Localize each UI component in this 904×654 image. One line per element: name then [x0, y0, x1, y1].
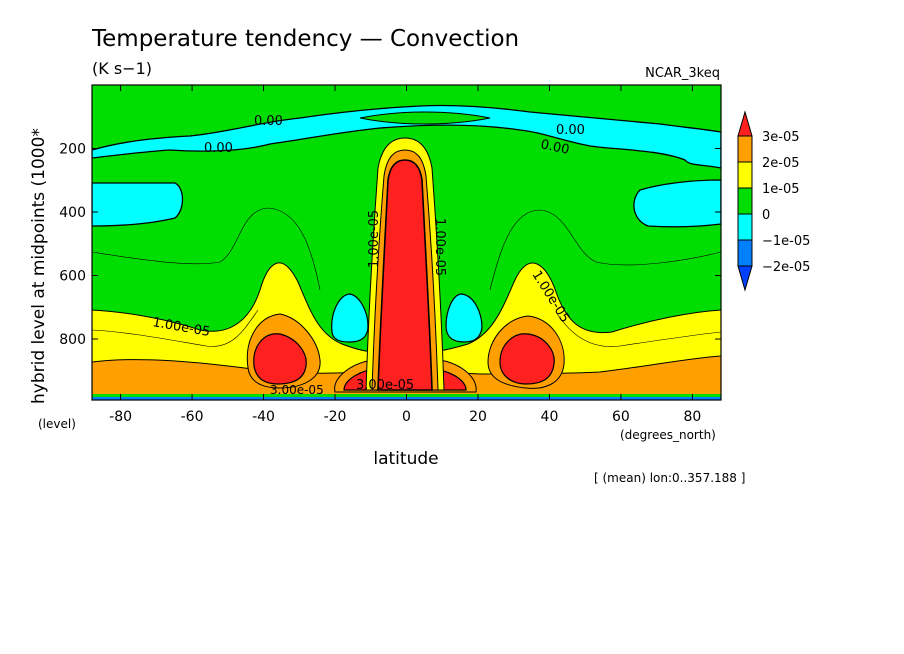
- contour-loop-left: [92, 207, 321, 291]
- y-tick-label: 200: [59, 142, 86, 158]
- x-tick-label: -60: [181, 409, 204, 425]
- colorbar-label: 0: [762, 208, 770, 223]
- contour-label: 0.00: [204, 141, 233, 156]
- averaging-note: [ (mean) lon:0..357.188 ]: [594, 471, 745, 485]
- y-tick-label: 600: [59, 269, 86, 285]
- y-axis-label: hybrid level at midpoints (1000*: [29, 128, 49, 404]
- negative-pocket-right: [445, 293, 483, 343]
- contour-label: 0.00: [254, 114, 283, 129]
- units-label: (K s−1): [92, 59, 152, 78]
- negative-pocket-left: [331, 293, 369, 343]
- colorbar-segment: [737, 213, 753, 241]
- colorbar-segment: [737, 239, 753, 267]
- y-axis: 200 400 600 800: [59, 142, 721, 348]
- contour-label: 0.00: [556, 123, 585, 138]
- contour-label: 3.00e-05: [356, 378, 414, 393]
- contour-label: 1.00e-05: [367, 210, 382, 268]
- colorbar-segment: [737, 187, 753, 215]
- contour-label: 3.00e-05: [270, 383, 324, 397]
- x-axis-label: latitude: [373, 449, 438, 469]
- colorbar-label: 2e-05: [762, 156, 800, 171]
- x-tick-label: -40: [252, 409, 275, 425]
- positive-core-left-red: [253, 333, 307, 385]
- y-tick-label: 400: [59, 205, 86, 221]
- x-tick-label: 40: [541, 409, 559, 425]
- positive-core-right-red: [499, 333, 555, 385]
- negative-blob-upper-left: [92, 182, 184, 227]
- x-tick-label: 0: [402, 409, 411, 425]
- colorbar-segment: [737, 161, 753, 189]
- colorbar-label: −2e-05: [762, 260, 810, 275]
- tower-red: [377, 159, 433, 391]
- y-axis-units: (level): [38, 417, 76, 431]
- contour-loop-right: [489, 209, 721, 291]
- colorbar-arrow-bottom: [737, 265, 753, 292]
- negative-band-upper: [92, 104, 721, 169]
- x-tick-label: 20: [469, 409, 487, 425]
- x-axis: -80 -60 -40 -20 0 20 40 60 80: [109, 85, 701, 425]
- x-tick-label: 60: [612, 409, 630, 425]
- colorbar: 3e-05 2e-05 1e-05 0 −1e-05 −2e-05: [737, 110, 810, 292]
- x-axis-units: (degrees_north): [620, 428, 716, 442]
- y-tick-label: 800: [59, 332, 86, 348]
- x-tick-label: -20: [324, 409, 347, 425]
- contour-field: [92, 85, 721, 400]
- negative-blob-upper-right: [633, 179, 721, 228]
- contour-line-yellow-right: [555, 311, 721, 347]
- colorbar-arrow-top: [737, 110, 753, 137]
- contour-line-yellow: [92, 309, 259, 347]
- model-label: NCAR_3keq: [645, 66, 720, 81]
- colorbar-label: 1e-05: [762, 182, 800, 197]
- contour-label: 1.00e-05: [432, 218, 447, 276]
- chart-title: Temperature tendency — Convection: [91, 26, 519, 52]
- x-tick-label: -80: [109, 409, 132, 425]
- colorbar-segment: [737, 135, 753, 163]
- colorbar-label: −1e-05: [762, 234, 810, 249]
- x-tick-label: 80: [683, 409, 701, 425]
- contour-label: 0.00: [539, 137, 570, 158]
- colorbar-label: 3e-05: [762, 130, 800, 145]
- green-lens: [359, 111, 491, 125]
